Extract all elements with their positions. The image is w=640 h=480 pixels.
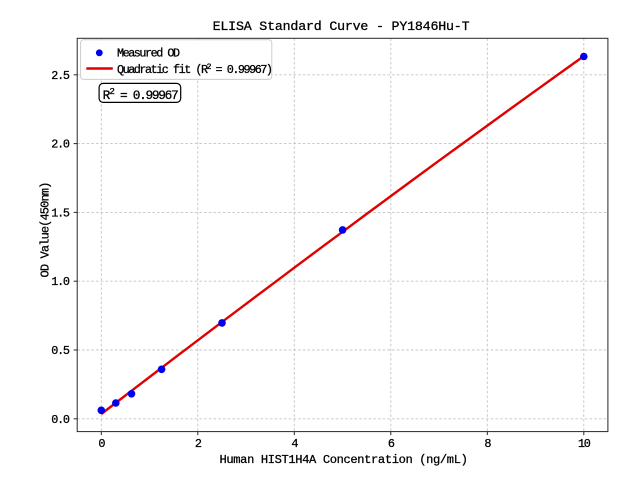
svg-text:8: 8 — [484, 437, 491, 451]
svg-text:0.5: 0.5 — [51, 344, 70, 358]
svg-text:Human HIST1H4A Concentration (: Human HIST1H4A Concentration (ng/mL) — [220, 453, 468, 467]
svg-text:2.5: 2.5 — [51, 69, 70, 83]
svg-text:0: 0 — [98, 437, 105, 451]
svg-text:10: 10 — [578, 437, 591, 451]
svg-text:1.0: 1.0 — [51, 275, 70, 289]
svg-text:4: 4 — [291, 437, 298, 451]
svg-text:OD Value(450nm): OD Value(450nm) — [39, 183, 53, 278]
svg-text:Quadratic fit (R2 = 0.99967): Quadratic fit (R2 = 0.99967) — [117, 63, 272, 77]
svg-text:ELISA Standard Curve - PY1846H: ELISA Standard Curve - PY1846Hu-T — [213, 19, 470, 34]
svg-text:0.0: 0.0 — [51, 413, 70, 427]
svg-text:6: 6 — [388, 437, 395, 451]
svg-text:1.5: 1.5 — [51, 206, 70, 220]
svg-text:2.0: 2.0 — [51, 138, 70, 152]
svg-text:Measured OD: Measured OD — [117, 47, 180, 61]
svg-text:R2 = 0.99967: R2 = 0.99967 — [103, 86, 178, 103]
svg-text:2: 2 — [195, 437, 202, 451]
